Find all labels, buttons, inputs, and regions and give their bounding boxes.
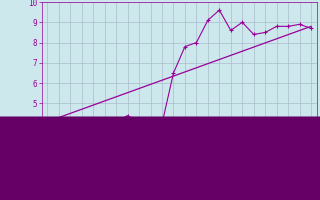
X-axis label: Windchill (Refroidissement éolien,°C): Windchill (Refroidissement éolien,°C) xyxy=(94,156,265,165)
